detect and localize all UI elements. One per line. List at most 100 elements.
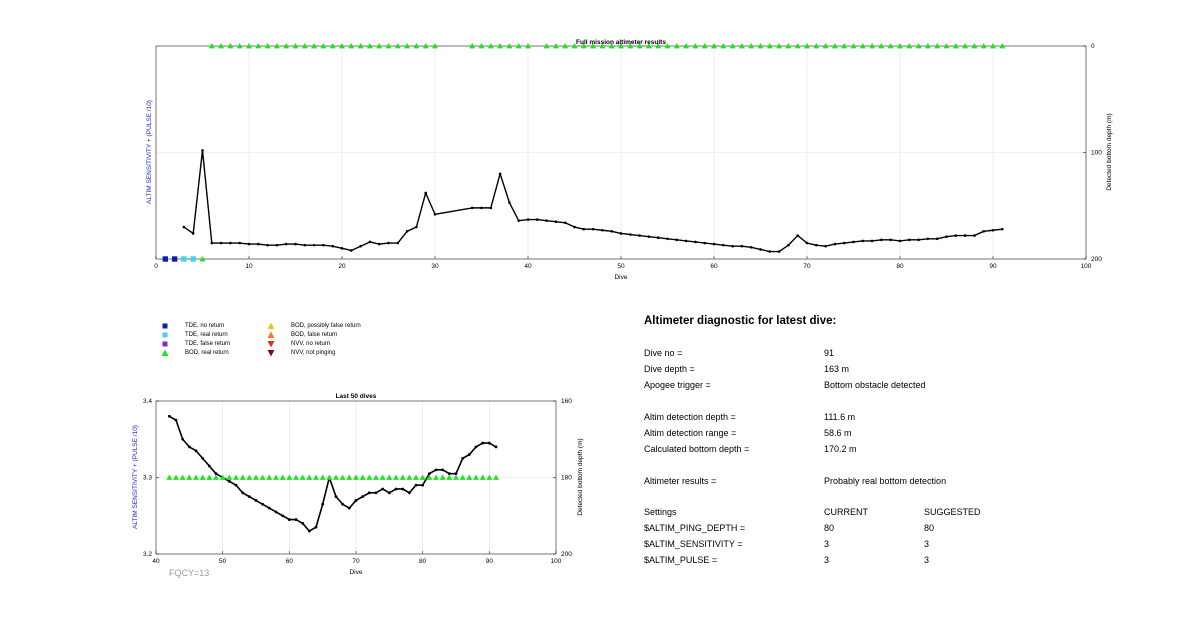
depth-point [489,206,493,210]
depth-point [870,239,874,243]
bod-real-return-marker [980,43,987,49]
bod-real-return-marker [915,43,922,49]
depth-point [229,241,232,245]
depth-point [354,499,358,502]
legend-label: TDE, no return [185,323,225,329]
setting-row-pulse: $ALTIM_PULSE = 3 3 [644,555,1184,567]
depth-point [241,491,245,495]
bod-real-return-marker [208,43,215,49]
x-tick-label: 40 [524,263,532,270]
bod-real-return-marker [473,474,479,480]
diag-value: 170.2 m [824,444,857,454]
bod-real-return-marker [831,43,838,49]
depth-point [487,441,491,445]
bod-real-return-marker [701,43,708,49]
depth-point [935,237,939,241]
bod-real-return-marker [439,474,446,480]
bod-real-return-marker [627,43,634,49]
x-tick-label: 30 [431,263,439,270]
depth-point [880,238,883,242]
bod-real-return-marker [486,474,493,480]
triangle-down-marker-icon [267,350,275,357]
bod-real-return-marker [426,474,433,480]
bod-real-return-marker [186,474,193,480]
bod-real-return-marker [776,43,783,49]
depth-point [182,225,186,229]
tde-marker [171,256,178,262]
bottom-chart-title: Last 50 dives [336,393,377,400]
depth-point [275,243,279,247]
right-y-tick-label: 160 [561,398,572,405]
depth-point [201,456,205,460]
depth-point [898,239,902,243]
depth-point [749,245,753,249]
setting-current: 3 [824,555,830,565]
depth-point [908,238,911,242]
depth-point [405,230,409,233]
x-tick-label: 50 [617,263,625,270]
bod-real-return-marker [236,43,243,49]
bod-real-return-marker [246,43,252,49]
bod-real-return-marker [822,43,829,49]
depth-point [368,240,372,244]
setting-label: $ALTIM_SENSITIVITY = [644,539,743,549]
right-y-tick-label: 100 [1091,150,1102,157]
diag-value: 58.6 m [824,428,852,438]
depth-point [796,234,799,237]
bod-real-return-marker [306,474,313,480]
depth-point [227,479,231,483]
depth-point [777,250,781,253]
depth-point [234,483,238,487]
bod-real-return-marker [432,43,438,49]
bod-real-return-marker [179,474,186,480]
bod-real-return-marker [379,474,386,480]
bod-real-return-marker [413,43,420,49]
current-header: CURRENT [824,507,868,517]
bod-real-return-marker [273,474,279,480]
bod-real-return-marker [319,474,326,480]
bod-real-return-marker [385,43,392,49]
depth-point [1001,227,1004,231]
depth-point [281,514,285,518]
tde-marker [190,256,196,262]
bod-real-return-marker [326,474,333,480]
bottom-chart: 40 50 60 70 80 90 100 160 180 200 3.4 3.3 3.2 Last … [132,393,584,576]
bod-real-return-marker [226,474,233,480]
bod-real-return-marker [333,474,339,480]
depth-point [824,244,827,248]
bod-real-return-marker [655,43,662,49]
legend-label: TDE, real return [185,332,228,338]
fqcy-label: FQCY=13 [169,568,210,578]
x-tick-label: 10 [245,263,253,270]
bod-real-return-marker [283,43,290,49]
bod-real-return-marker [487,43,494,49]
depth-point [481,441,485,445]
depth-point [350,249,353,252]
bod-real-return-marker [339,474,346,480]
depth-point [926,237,930,241]
bod-real-return-marker [479,474,486,480]
depth-point [973,234,976,237]
tde-marker [162,256,168,262]
x-tick-label: 20 [338,263,346,270]
bod-real-return-marker [299,474,306,480]
depth-point [740,244,744,248]
bod-real-return-marker [386,474,393,480]
diag-row-dive-no: Dive no = 91 [644,348,1184,360]
depth-point [322,243,325,247]
bod-real-return-marker [934,43,941,49]
depth-point [396,241,400,245]
bod-real-return-marker [253,474,259,480]
depth-point [647,235,651,238]
left-y-tick-label: 3.2 [143,551,152,558]
depth-point [954,234,958,237]
bod-real-return-marker [233,474,239,480]
depth-point [917,238,920,242]
bod-real-return-marker [446,474,453,480]
legend-label: TDE, false return [185,341,231,347]
diag-label: Apogee trigger = [644,380,711,390]
setting-current: 3 [824,539,830,549]
depth-point [374,491,378,495]
bod-real-return-marker [346,474,353,480]
top-y-axis-label: ALTIM SENSITIVITY + (PULSE /10) [146,100,153,204]
